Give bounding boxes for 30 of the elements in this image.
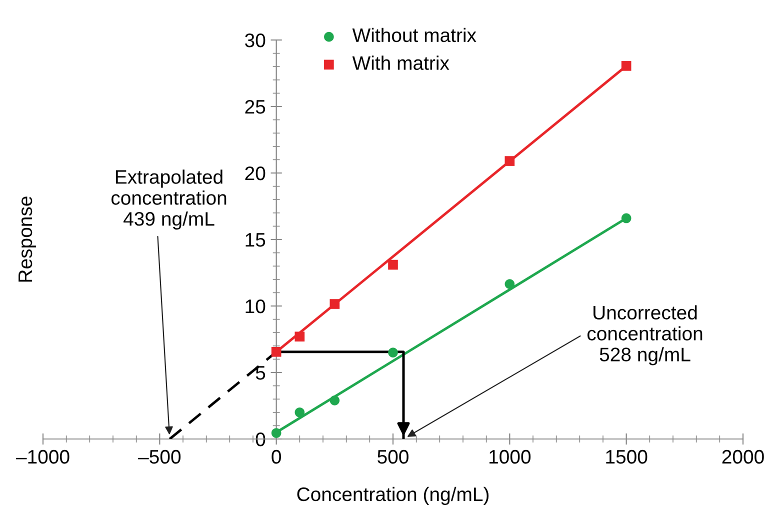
point (330, 299, 340, 309)
annotation: Uncorrected concentration 528 ng/mL (587, 305, 702, 366)
point (621, 213, 632, 224)
point (330, 396, 340, 406)
y-axis-title: Response (18, 196, 36, 282)
y-tick-label: 20 (245, 166, 266, 180)
legend-label: With matrix (352, 56, 450, 70)
y-tick-label: 30 (245, 33, 266, 48)
x-tick-label: 0 (272, 450, 281, 464)
point (504, 156, 515, 166)
y-tick-label: 25 (245, 100, 266, 114)
point (504, 279, 515, 289)
point (271, 346, 282, 357)
x-tick-label: 2000 (722, 450, 764, 464)
point (271, 428, 282, 438)
point (388, 260, 398, 270)
x-tick-label: 500 (378, 450, 408, 464)
point (388, 348, 398, 358)
x-tick-label: 1000 (490, 450, 531, 464)
x-axis-title: Concentration (ng/mL) (297, 486, 489, 506)
x-tick-label: –500 (138, 450, 181, 464)
y-tick-label: 10 (246, 299, 266, 314)
x-tick-label: 1500 (606, 450, 648, 464)
legend-label: Without matrix (352, 28, 476, 42)
point (621, 61, 632, 71)
annotation: Extrapolated concentration 439 ng/mL (111, 170, 226, 230)
y-tick-label: 15 (246, 233, 266, 247)
point (294, 332, 305, 342)
x-tick-label: –1000 (16, 450, 70, 464)
point (294, 407, 305, 418)
